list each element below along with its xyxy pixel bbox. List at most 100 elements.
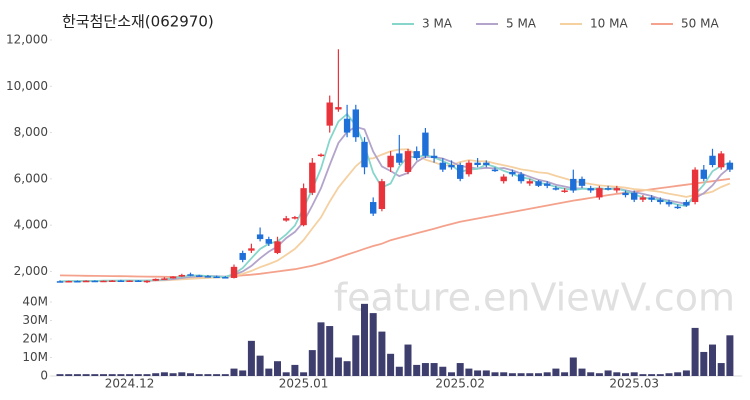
volume-bar <box>334 357 342 376</box>
candle-body <box>161 278 168 280</box>
y-tick-label: 2,000 <box>14 264 48 278</box>
volume-bar <box>56 374 64 376</box>
candle-body <box>657 199 664 203</box>
candle-body <box>343 118 351 133</box>
candle-body <box>483 162 490 165</box>
watermark: feature.enViewV.com <box>334 276 735 320</box>
candle-body <box>248 248 255 251</box>
candle-body <box>535 181 542 186</box>
volume-tick-label: 30M <box>22 313 48 327</box>
candle-body <box>604 188 612 190</box>
volume-bar <box>648 374 656 376</box>
volume-bar <box>100 374 107 376</box>
volume-bar <box>82 374 90 376</box>
x-tick-label: 2025.02 <box>435 377 485 391</box>
volume-bar <box>595 373 603 376</box>
candle-body <box>352 109 359 138</box>
y-tick-label: 4,000 <box>14 218 48 232</box>
candle-body <box>413 151 420 159</box>
candle-body <box>587 188 594 191</box>
candle-body <box>500 176 507 182</box>
candle-body <box>317 154 325 157</box>
volume-bar <box>561 372 569 376</box>
volume-bar <box>421 363 429 376</box>
volume-bar <box>491 372 499 376</box>
y-tick-label: 8,000 <box>14 125 48 139</box>
volume-bar <box>108 374 116 376</box>
volume-bar <box>369 313 377 376</box>
candle-body <box>274 241 281 253</box>
volume-bar <box>361 303 368 376</box>
candle-body <box>256 234 264 240</box>
chart-title: 한국첨단소재(062970) <box>62 13 214 31</box>
volume-bar <box>343 361 351 376</box>
volume-bar <box>152 373 160 376</box>
volume-bar <box>117 374 125 376</box>
volume-bar <box>73 374 81 376</box>
candle-body <box>82 280 90 283</box>
candle-body <box>65 280 72 283</box>
volume-bar <box>474 370 482 376</box>
candle-body <box>439 162 446 170</box>
candle-body <box>448 165 455 168</box>
candle-body <box>378 181 386 209</box>
candle-body <box>222 277 229 279</box>
volume-bar <box>482 370 490 376</box>
volume-bar <box>230 368 238 376</box>
candle-body <box>109 280 116 283</box>
volume-bar <box>265 368 273 376</box>
volume-bar <box>256 355 264 376</box>
volume-bar <box>709 344 716 376</box>
candle-body <box>709 155 716 165</box>
candle-body <box>544 183 551 186</box>
candle-body <box>178 274 185 277</box>
volume-bar <box>430 363 438 376</box>
candle-body <box>370 202 377 214</box>
volume-bar <box>308 350 316 376</box>
candle-body <box>726 162 734 170</box>
candle-body <box>335 107 342 110</box>
volume-bar <box>65 374 73 376</box>
ma-line <box>59 178 731 278</box>
legend-label: 10 MA <box>590 17 628 31</box>
volume-tick-label: 20M <box>22 332 48 346</box>
ma-line <box>59 112 731 283</box>
volume-bar <box>378 331 386 376</box>
candle-body <box>526 181 533 184</box>
volume-bar <box>578 368 586 376</box>
candle-body <box>665 202 673 205</box>
candle-body <box>283 218 290 221</box>
candle-body <box>187 274 194 276</box>
volume-bar <box>178 372 186 376</box>
volume-bar <box>195 374 203 376</box>
candle-body <box>509 171 516 175</box>
volume-bar <box>726 335 734 376</box>
candle-body <box>143 280 151 283</box>
legend-label: 5 MA <box>506 17 537 31</box>
candle-body <box>396 153 403 163</box>
volume-bar <box>508 373 516 376</box>
volume-bar <box>526 373 534 376</box>
candle-body <box>117 280 125 283</box>
candle-body <box>387 155 394 168</box>
candle-body <box>718 153 725 168</box>
volume-bar <box>291 364 299 376</box>
y-tick-label: 12,000 <box>6 33 48 47</box>
candle-body <box>430 155 438 159</box>
volume-bar <box>587 372 595 376</box>
candle-body <box>265 239 272 244</box>
candle-body <box>613 188 620 191</box>
candle-body <box>404 151 412 172</box>
legend-label: 3 MA <box>422 17 453 31</box>
candle-body <box>309 162 316 193</box>
x-tick-label: 2025.01 <box>279 377 329 391</box>
volume-bar <box>665 373 673 376</box>
volume-bar <box>656 374 664 376</box>
candle-body <box>91 280 98 283</box>
volume-bar <box>717 363 725 376</box>
candle-body <box>648 197 655 200</box>
candle-body <box>674 206 681 209</box>
candle-body <box>239 252 246 260</box>
candle-body <box>517 174 525 182</box>
